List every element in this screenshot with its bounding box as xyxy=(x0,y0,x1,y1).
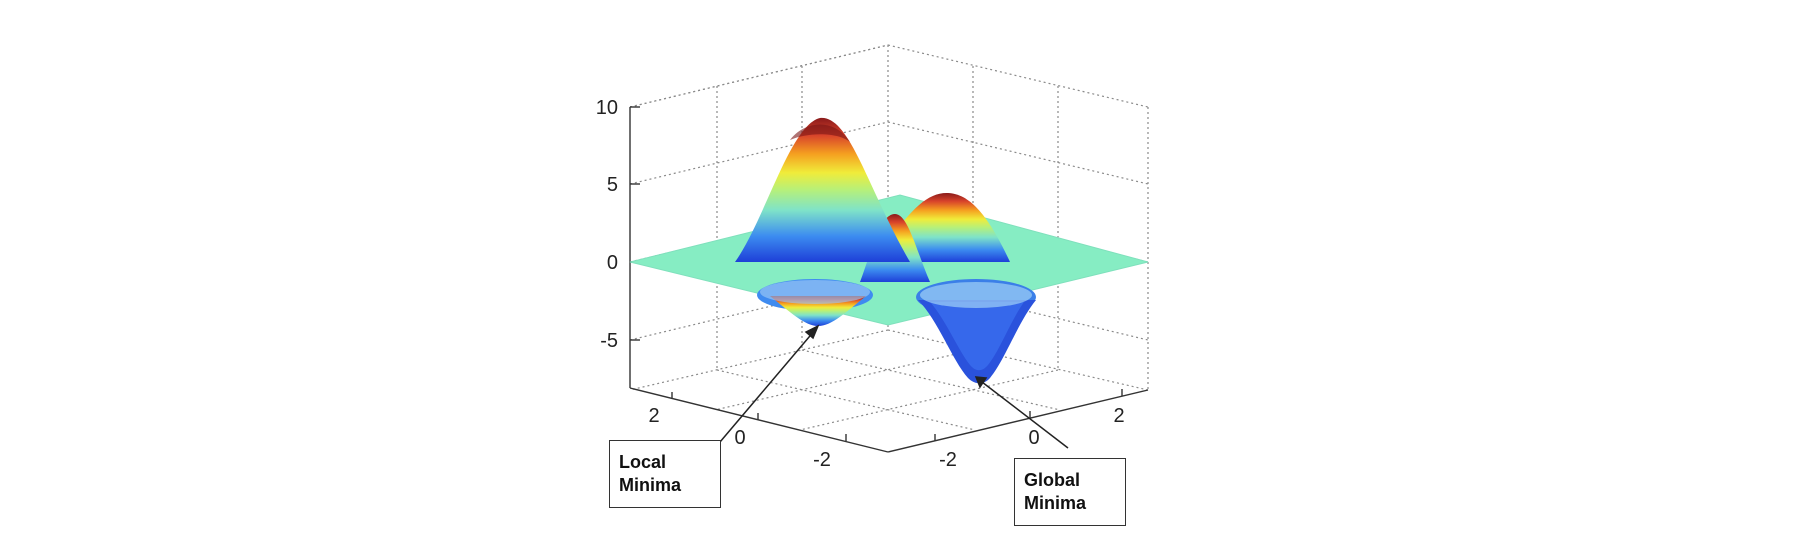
x-tick-label: -2 xyxy=(939,449,957,471)
z-tick-label: 0 xyxy=(607,252,618,274)
local-minima-label-box: Local Minima xyxy=(609,440,721,508)
z-tick-labels: 10 5 0 -5 xyxy=(596,97,618,352)
global-minima-label: Global Minima xyxy=(1024,470,1087,513)
x-tick-labels: -2 0 2 xyxy=(939,405,1124,471)
z-tick-label: 10 xyxy=(596,97,618,119)
global-minima-arrow xyxy=(981,381,1069,449)
z-tick-label: -5 xyxy=(600,330,618,352)
global-minima-label-box: Global Minima xyxy=(1014,458,1126,526)
surface-dip-local-bottom xyxy=(770,296,866,326)
x-tick-label: 2 xyxy=(1113,405,1124,427)
y-tick-label: -2 xyxy=(813,449,831,471)
x-tick-label: 0 xyxy=(1028,427,1039,449)
y-tick-label: 0 xyxy=(734,427,745,449)
surface-peak-main xyxy=(735,117,910,263)
y-tick-label: 2 xyxy=(648,405,659,427)
annotation-arrows xyxy=(719,324,1069,449)
y-tick-labels: 2 0 -2 xyxy=(648,405,830,471)
local-minima-arrow xyxy=(719,329,816,443)
local-minima-label: Local Minima xyxy=(619,452,682,495)
surface xyxy=(629,117,1149,384)
z-tick-label: 5 xyxy=(607,174,618,196)
